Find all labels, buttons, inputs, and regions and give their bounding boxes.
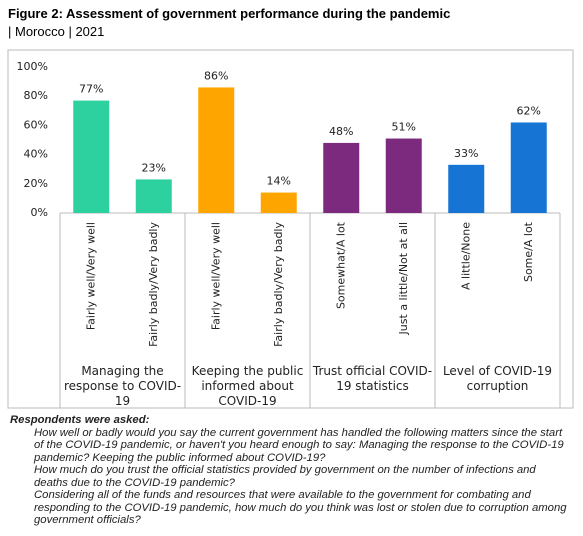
question: Considering all of the funds and resourc… [34,489,567,526]
y-tick-label: 20% [24,177,48,190]
category-label: Fairly badly/Very badly [272,222,285,347]
bar [323,142,360,213]
group-label: Level of COVID-19 corruption [442,364,553,393]
bar [73,100,110,213]
group-label: Trust official COVID-19 statistics [312,364,433,393]
figure-title: Figure 2: Assessment of government perfo… [8,6,451,21]
category-label: Fairly badly/Very badly [147,222,160,347]
notes: Respondents were asked: How well or badl… [10,414,570,527]
question: How much do you trust the official stati… [34,464,536,489]
value-label: 23% [142,161,166,174]
value-label: 77% [79,83,103,96]
value-label: 33% [454,147,478,160]
value-label: 48% [329,125,353,138]
bar [448,164,485,213]
bar [198,87,235,213]
value-label: 51% [392,121,416,134]
category-label: A little/None [459,222,472,290]
category-label: Some/A lot [522,221,535,282]
category-label: Fairly well/Very well [84,222,97,330]
category-label: Somewhat/A lot [334,221,347,309]
y-tick-label: 40% [24,148,48,161]
value-label: 14% [267,175,291,188]
bar [385,138,422,213]
chart-frame [7,49,574,409]
category-label: Fairly well/Very well [209,222,222,330]
y-tick-label: 0% [31,206,48,219]
category-label: Just a little/Not at all [397,222,410,335]
notes-heading: Respondents were asked: [10,414,150,426]
value-label: 86% [204,69,228,82]
question: How well or badly would you say the curr… [34,426,564,464]
group-label: Managing the response to COVID-19 [63,364,182,408]
y-tick-label: 60% [24,118,48,131]
bar [260,192,297,213]
group-label: Keeping the public informed about COVID-… [191,364,304,408]
value-label: 62% [517,104,541,117]
y-tick-label: 100% [17,60,48,73]
figure-subtitle: | Morocco | 2021 [8,24,105,39]
y-tick-label: 80% [24,89,48,102]
bar [135,179,172,213]
bar [510,122,547,213]
